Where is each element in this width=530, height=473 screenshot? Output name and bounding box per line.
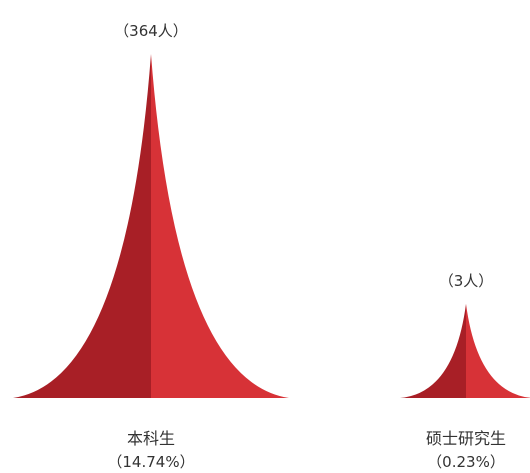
value-label-master: （3人） [439,272,494,290]
value-label-undergraduate: （364人） [114,22,188,40]
spike-master-right-half [466,303,530,398]
spike-master-left-half [400,303,466,398]
spike-undergraduate [13,54,289,398]
spike-master [400,303,530,398]
spike-undergraduate-right-half [151,54,289,398]
percent-label-master: （0.23%） [427,453,505,471]
category-label-undergraduate: 本科生 [127,429,175,448]
category-label-master: 硕士研究生 [426,429,506,448]
spike-undergraduate-left-half [13,54,151,398]
percent-label-undergraduate: （14.74%） [107,453,194,471]
